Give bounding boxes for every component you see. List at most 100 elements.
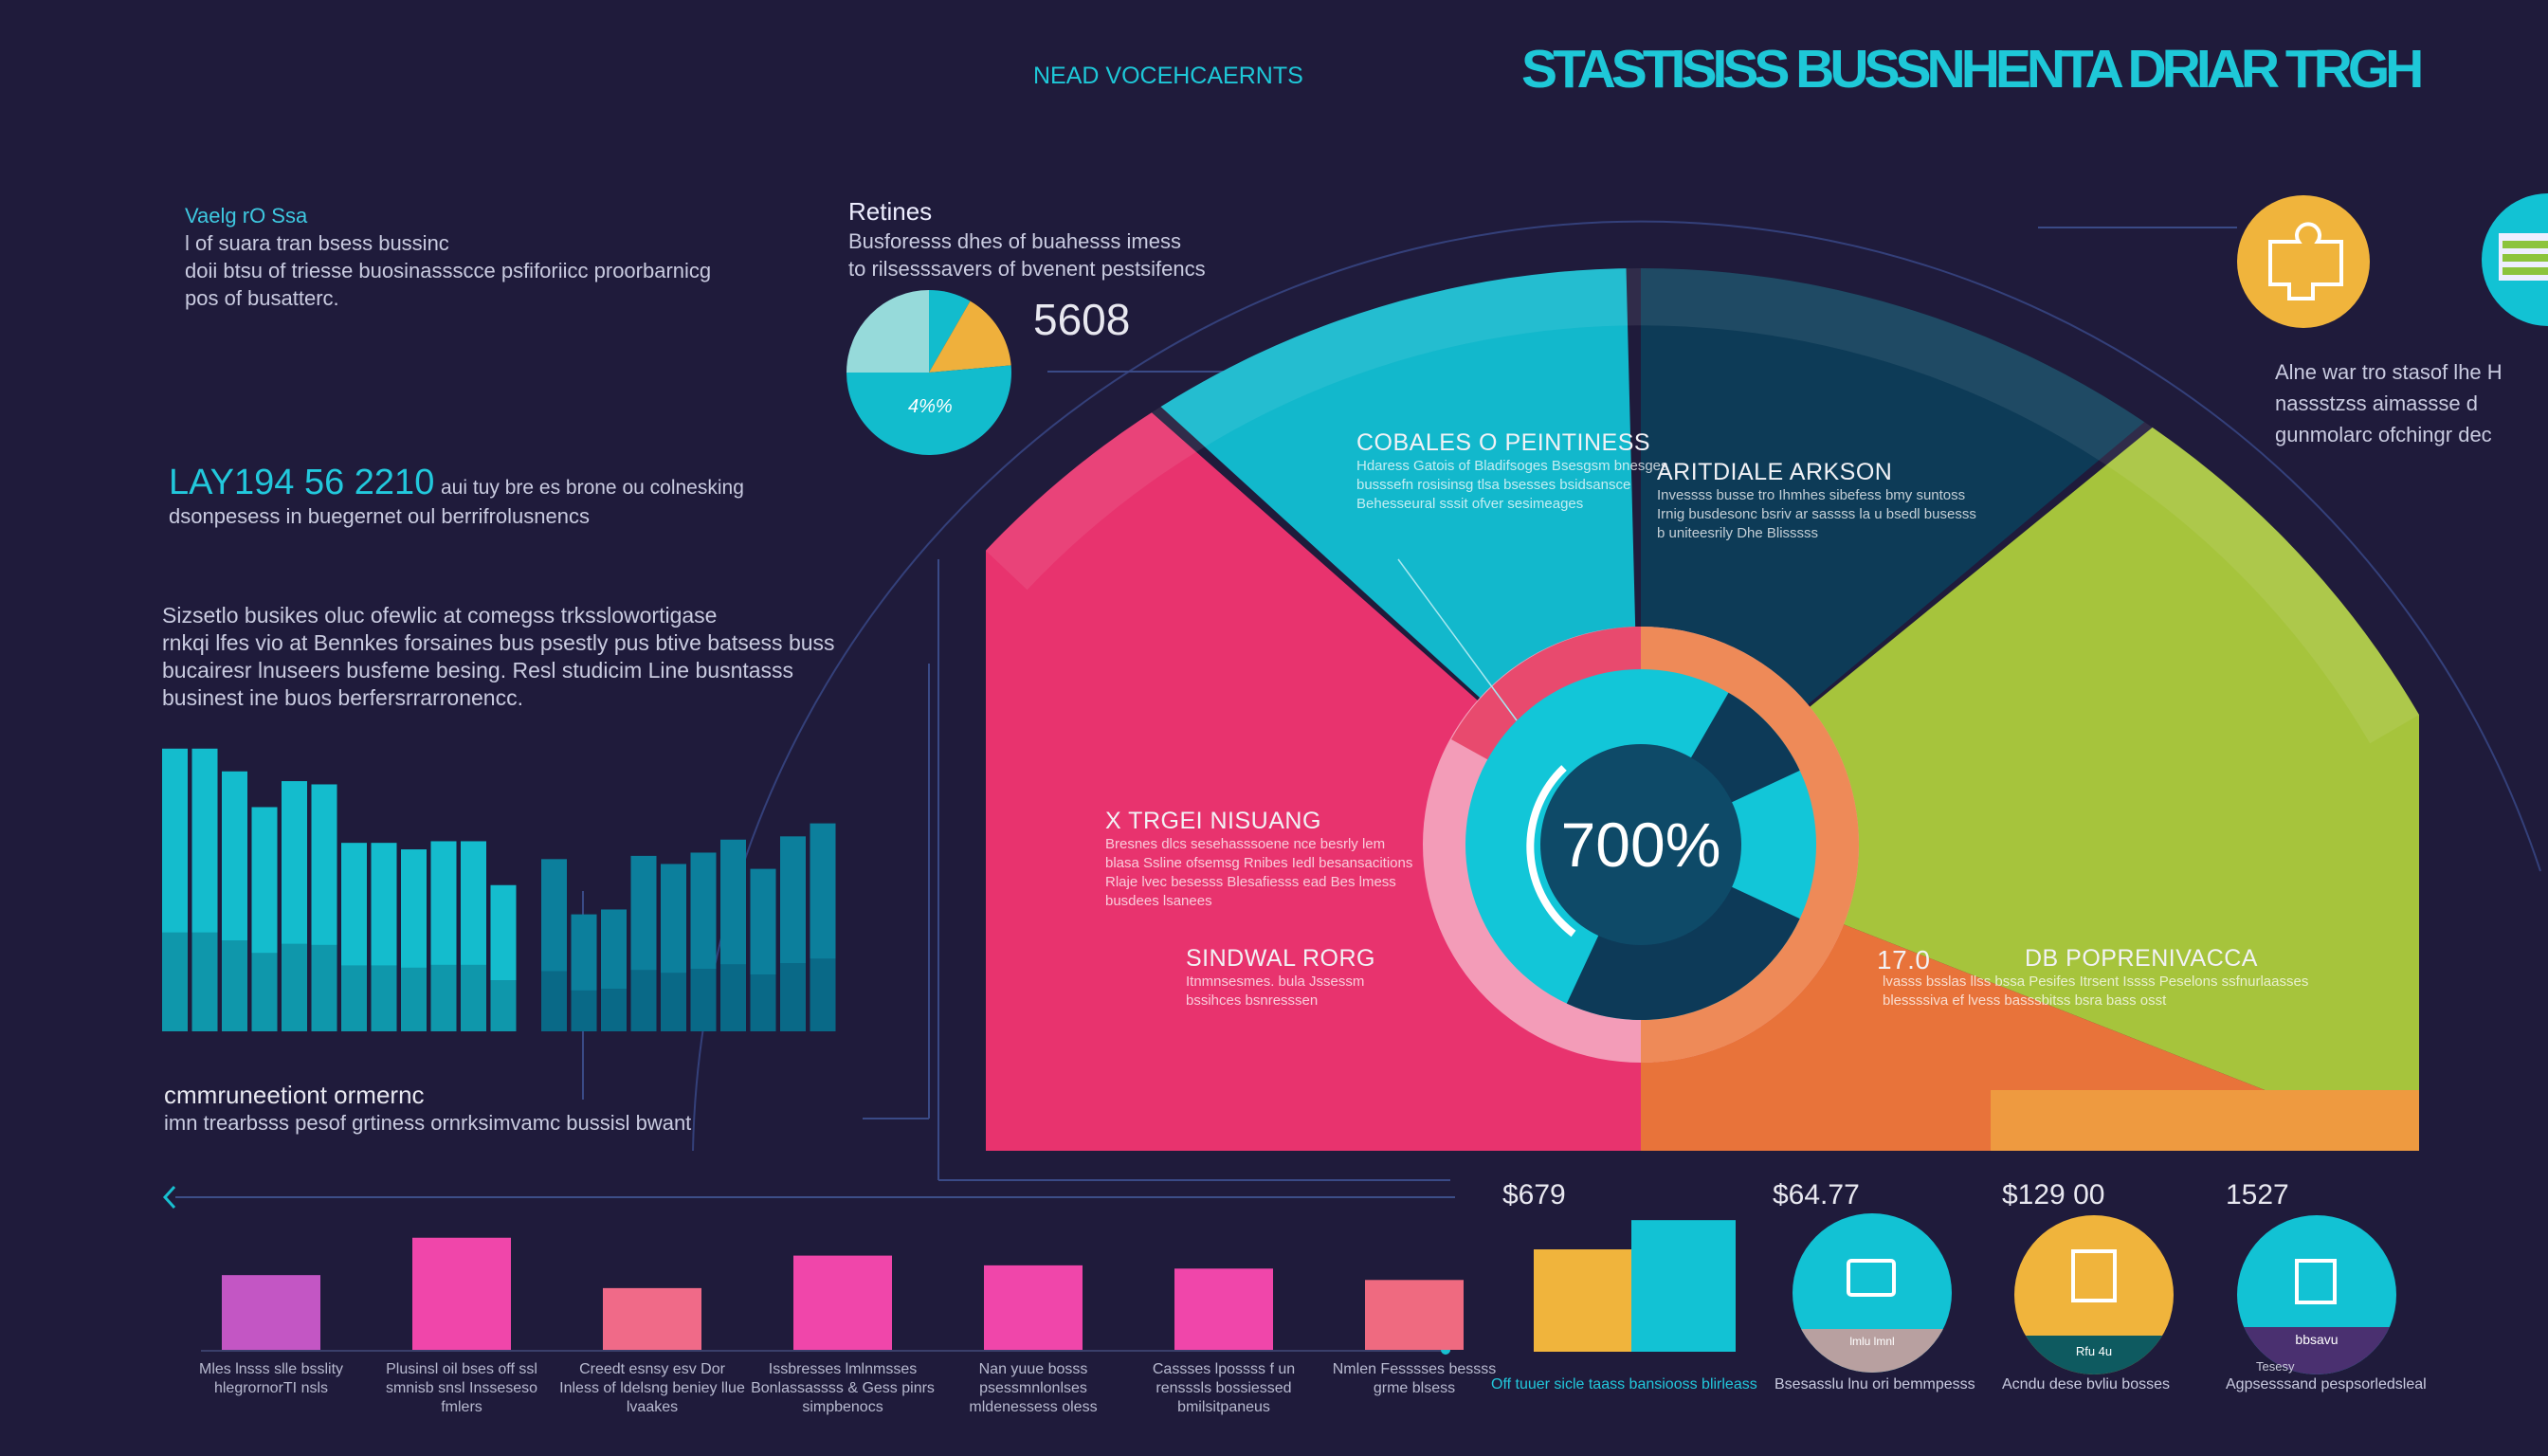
bar — [430, 841, 457, 1031]
right-panel-line: Alne war tro stasof lhe H — [2275, 360, 2502, 384]
bar — [601, 909, 627, 1031]
bar-lower-segment — [371, 965, 397, 1031]
bar — [191, 748, 218, 1031]
segment-line: bssihces bsnresssen — [1186, 992, 1319, 1009]
headline-stat: LAY194 56 2210 — [169, 463, 435, 502]
pie-slice — [846, 290, 929, 373]
segment-accent — [1991, 1090, 2419, 1151]
bar-lower-segment — [311, 944, 337, 1031]
segment-line: Irnig busdesonc bsriv ar sassss la u bse… — [1657, 506, 1976, 522]
ring-center-value: 700% — [1560, 810, 1721, 880]
bar-lower-segment — [222, 940, 247, 1031]
segment-5: DB POPRENIVACCA lvasss bsslas llss bssa … — [1883, 945, 2308, 1010]
section-title: cmmruneetiont ormernc — [164, 1081, 425, 1109]
segment-2: ARITDIALE ARKSON Invessss busse tro Ihmh… — [1657, 459, 1976, 543]
paragraph-line: rnkqi lfes vio at Bennkes forsaines bus … — [162, 630, 835, 655]
kpi-note-4: Tesesy — [2256, 1359, 2295, 1374]
paragraph-line: bucairesr lnuseers busfeme besing. Resl … — [162, 658, 794, 682]
bar — [541, 859, 567, 1031]
bar — [750, 868, 776, 1031]
segment-line: lvasss bsslas llss bssa Pesifes Itrsent … — [1883, 974, 2309, 990]
right-panel-text: Alne war tro stasof lhe H nassstzss aimas… — [2275, 356, 2502, 450]
bar-lower-segment — [162, 932, 188, 1031]
retines-pie — [846, 290, 1011, 455]
bar-label: Mles lnsss slle bsslity hlegrornorTI nsl… — [198, 1361, 344, 1396]
kpi-value-1: $679 — [1502, 1179, 1566, 1210]
bar — [571, 914, 597, 1031]
bar — [490, 884, 517, 1031]
intro-text: l of suara tran bsess bussinc doii btsu o… — [185, 229, 711, 312]
segment-line: Hdaress Gatois of Bladifsoges Bsesgsm bn… — [1356, 458, 1668, 474]
bottom-bar-chart — [222, 1237, 1464, 1350]
bar — [222, 771, 247, 1031]
pie-slice — [929, 290, 971, 373]
segment-title: DB POPRENIVACCA — [2025, 945, 2258, 972]
bar — [341, 843, 367, 1031]
kpi-bar — [1631, 1220, 1736, 1352]
kpi-bar-chart — [1534, 1220, 1736, 1352]
kpi-circle-1 — [1793, 1213, 1952, 1373]
laptop-icon — [1847, 1259, 1896, 1297]
progress-arc — [1526, 765, 1576, 937]
bar-label: Nan yuue bosss psessmnlonlses mldenesses… — [969, 1361, 1098, 1415]
right-panel-line: gunmolarc ofchingr dec — [2275, 423, 2492, 446]
pie-slice — [846, 365, 1011, 455]
left-bar-chart — [162, 748, 836, 1031]
bar — [311, 784, 337, 1031]
bar-lower-segment — [810, 958, 836, 1031]
right-panel-line: nassstzss aimassse d — [2275, 391, 2478, 415]
bar — [412, 1237, 511, 1350]
bar — [810, 823, 836, 1031]
bar-lower-segment — [541, 971, 567, 1031]
bar — [780, 836, 806, 1031]
bar — [1365, 1280, 1464, 1350]
bar — [461, 841, 486, 1031]
bar — [371, 843, 397, 1031]
bar — [251, 807, 278, 1031]
intro-label: Vaelg rO Ssa — [185, 204, 308, 228]
bar-lower-segment — [601, 989, 627, 1031]
kpi-caption-2: Bsesasslu lnu ori bemmpesss — [1774, 1376, 1975, 1392]
bar-lower-segment — [571, 990, 597, 1031]
intro-line: pos of busatterc. — [185, 286, 339, 310]
retines-title: Retines — [848, 197, 933, 226]
segment-5-value: 17.0 — [1877, 945, 1931, 974]
bar-lower-segment — [430, 964, 457, 1031]
bar — [603, 1287, 701, 1350]
document-icon — [2071, 1249, 2117, 1302]
bar-lower-segment — [282, 943, 307, 1031]
segment-line: busssefn rosisinsg tlsa bsesses bsidsans… — [1356, 477, 1631, 493]
kpi-inner-3: Rfu 4u — [2075, 1344, 2113, 1358]
bar-lower-segment — [401, 967, 427, 1031]
headline-text-2: dsonpesess in buegernet oul berrifrolusn… — [169, 504, 590, 528]
bar-lower-segment — [720, 964, 746, 1031]
kpi-circle-3 — [2237, 1215, 2396, 1374]
header-kicker: NEAD VOCEHCAERNTS — [1033, 63, 1303, 89]
bar-label: Nmlen Fesssses bessss grme blsess — [1332, 1361, 1497, 1396]
kpi-caption-1: Off tuuer sicle taass bansiooss blirleas… — [1491, 1376, 1757, 1392]
puzzle-icon-circle — [2237, 195, 2370, 328]
page-title: STASTISISS BUSSNHENTA DRIAR TRGH — [1521, 39, 2424, 100]
segment-line: Rlaje lvec besesss Blesafiesss ead Bes l… — [1105, 874, 1396, 890]
retines-line: to rilsesssavers of bvenent pestsifencs — [848, 257, 1206, 281]
segment-3: X TRGEI NISUANG Bresnes dlcs sesehasssoe… — [1105, 808, 1412, 911]
bar — [401, 849, 427, 1031]
bar-lower-segment — [461, 964, 486, 1031]
bar-lower-segment — [690, 969, 717, 1031]
segment-line: blasa Ssline ofsemsg Rnibes Iedl besansa… — [1105, 855, 1413, 871]
intro-line: l of suara tran bsess bussinc — [185, 231, 449, 255]
bar — [661, 864, 686, 1031]
segment-navy — [1641, 268, 2419, 845]
bar-lower-segment — [490, 980, 517, 1031]
kpi-value-4: 1527 — [2226, 1179, 2289, 1210]
section-subtitle: imn trearbsss pesof grtiness ornrksimvam… — [164, 1111, 692, 1135]
pointer-line — [1397, 558, 1518, 721]
bar — [720, 839, 746, 1031]
segment-4: SINDWAL RORG Itnmnsesmes. bula Jssessm bs… — [1186, 945, 1375, 1010]
segment-outer-band — [986, 268, 2419, 744]
axis-arrow-icon — [162, 1185, 176, 1210]
ring-core — [1540, 744, 1741, 945]
bar-lower-segment — [191, 932, 218, 1031]
kpi-value-3: $129 00 — [2002, 1179, 2105, 1210]
report-icon-line — [2502, 254, 2548, 262]
